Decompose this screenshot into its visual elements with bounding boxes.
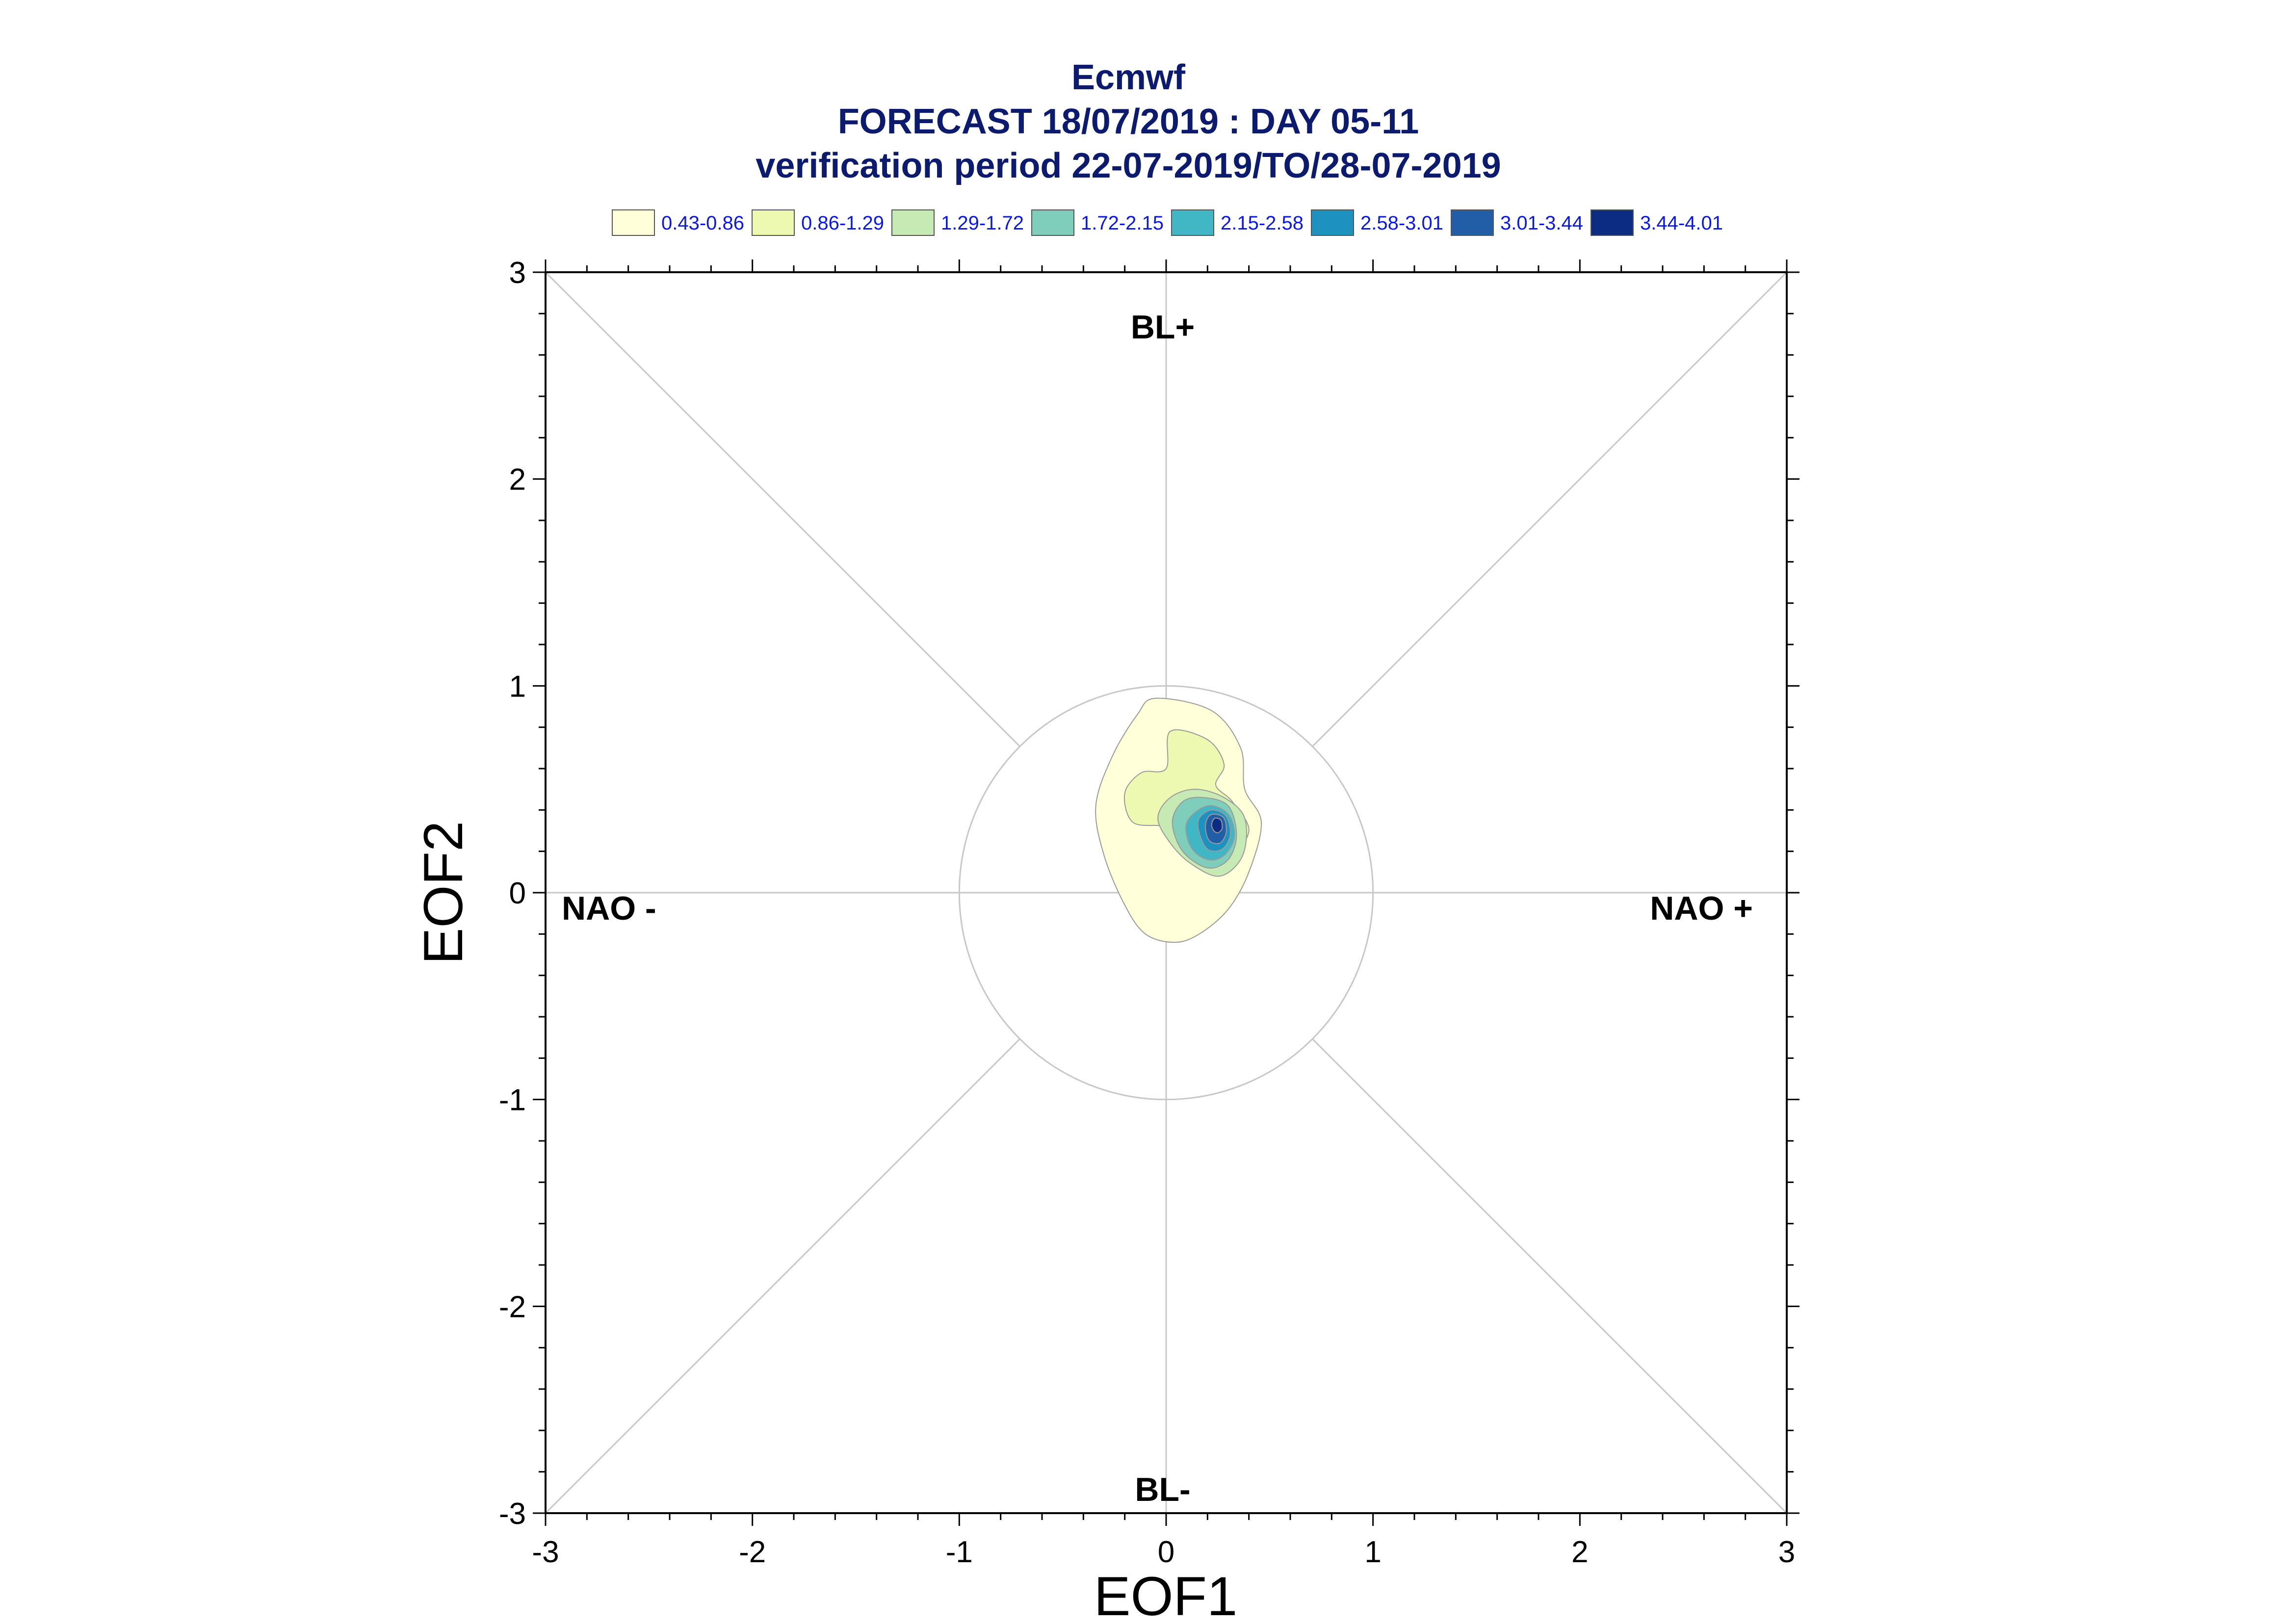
legend-swatch [1311,209,1354,236]
legend-swatch [752,209,795,236]
x-axis-title: EOF1 [1094,1566,1238,1624]
legend-swatch [1171,209,1214,236]
legend-swatch [1451,209,1494,236]
chart-subtitle-forecast: FORECAST 18/07/2019 : DAY 05-11 [838,102,1419,141]
density-contour [1211,817,1223,833]
x-tick-label: 1 [1364,1535,1381,1569]
legend: 0.43-0.86 0.86-1.29 1.29-1.72 1.72-2.15 2.15… [612,209,1723,236]
regime-label-bl-minus: BL- [1135,1471,1190,1508]
density-contours [1095,697,1262,943]
legend-swatch [1591,209,1634,236]
legend-swatch [1031,209,1074,236]
x-tick-label: -3 [532,1535,559,1569]
x-tick-label: -1 [946,1535,973,1569]
legend-label: 3.01-3.44 [1500,212,1583,234]
regime-label-nao-plus: NAO + [1650,890,1753,927]
x-tick-label: 3 [1778,1535,1795,1569]
y-tick-label: 1 [509,670,526,703]
legend-label: 0.86-1.29 [801,212,884,234]
chart-title: Ecmwf [1071,58,1186,97]
x-tick-label: 2 [1571,1535,1588,1569]
legend-label: 3.44-4.01 [1640,212,1723,234]
legend-label: 2.15-2.58 [1221,212,1304,234]
legend-label: 2.58-3.01 [1360,212,1443,234]
y-tick-label: 3 [509,256,526,290]
legend-swatch [891,209,935,236]
x-tick-label: -2 [739,1535,766,1569]
y-tick-label: -1 [499,1083,526,1117]
y-tick-label: -3 [499,1497,526,1531]
legend-label: 0.43-0.86 [661,212,744,234]
y-axis-title: EOF2 [413,821,474,965]
regime-label-nao-minus: NAO - [562,890,656,927]
y-tick-label: 0 [509,876,526,910]
x-tick-label: 0 [1158,1535,1174,1569]
chart-subtitle-verification: verification period 22-07-2019/TO/28-07-… [756,146,1501,185]
legend-swatch [612,209,655,236]
regime-label-bl-plus: BL+ [1131,309,1195,346]
legend-label: 1.72-2.15 [1081,212,1164,234]
legend-label: 1.29-1.72 [941,212,1024,234]
y-tick-label: -2 [499,1290,526,1324]
axis-ticks: -3 -2 -1 0 1 2 3 3 2 1 0 -1 -2 -3 [499,256,1799,1569]
y-tick-label: 2 [509,463,526,497]
